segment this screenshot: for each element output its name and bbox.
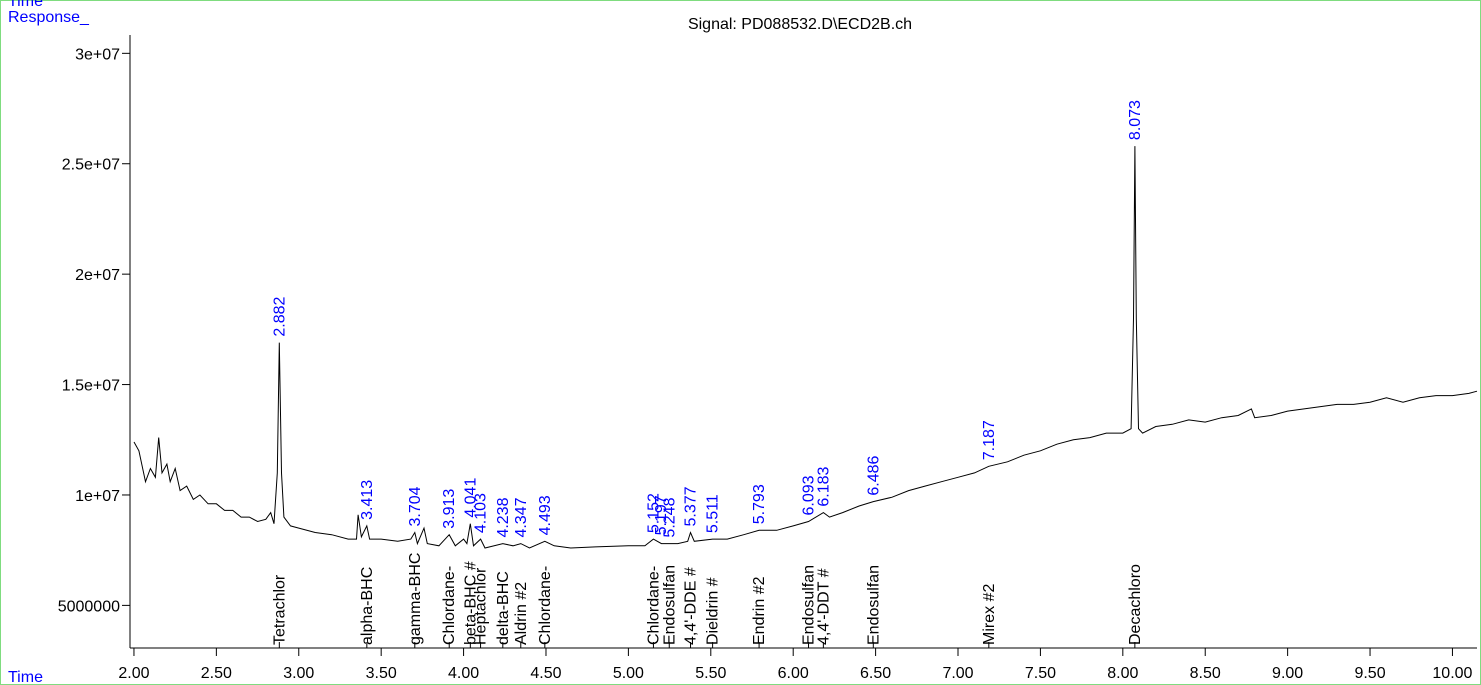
y-axis-label: Response_ <box>8 9 90 26</box>
x-tick-label: 2.00 <box>118 665 149 682</box>
y-tick-label: 2e+07 <box>75 267 120 284</box>
compound-label: Endosulfan <box>865 565 882 645</box>
peak-label: 5.197 <box>653 495 670 535</box>
peak-label: 4.238 <box>495 497 512 537</box>
compound-label: Dieldrin # <box>705 577 722 645</box>
peak-label: 8.073 <box>1127 100 1144 140</box>
compound-label: Endosulfan <box>661 565 678 645</box>
x-tick-label: 4.50 <box>530 665 561 682</box>
peak-label: 5.793 <box>751 484 768 524</box>
x-tick-label: 9.00 <box>1272 665 1303 682</box>
compound-label: gamma-BHC <box>407 553 424 645</box>
peak-label: 4.493 <box>537 495 554 535</box>
peak-label: 2.882 <box>271 296 288 336</box>
compound-label: delta-BHC <box>495 571 512 645</box>
peak-label: 5.377 <box>683 486 700 526</box>
compound-label: Aldrin #2 <box>513 582 530 645</box>
x-tick-label: 7.00 <box>942 665 973 682</box>
peak-label: 7.187 <box>981 420 998 460</box>
peak-label: 4.103 <box>473 493 490 533</box>
chart-title: Signal: PD088532.D\ECD2B.ch <box>688 16 912 33</box>
compound-label: Endosulfan <box>801 565 818 645</box>
signal-trace <box>133 146 1478 549</box>
compound-label: Endrin #2 <box>751 576 768 645</box>
compound-label: beta-BHC # <box>462 561 479 645</box>
peak-label: 5.248 <box>661 497 678 537</box>
x-tick-label: 5.50 <box>695 665 726 682</box>
compound-label: 4,4'-DDE # <box>683 567 700 645</box>
x-tick-label: 8.00 <box>1107 665 1138 682</box>
x-tick-label: 8.50 <box>1190 665 1221 682</box>
compound-label: 4,4'-DDT # <box>815 568 832 645</box>
peak-label: 5.152 <box>645 493 662 533</box>
x-tick-label: 3.50 <box>366 665 397 682</box>
y-tick-label: 5000000 <box>58 598 120 615</box>
top-label: Time <box>8 0 43 10</box>
x-tick-label: 6.50 <box>860 665 891 682</box>
peak-label: 3.704 <box>407 486 424 526</box>
y-tick-label: 2.5e+07 <box>62 157 120 174</box>
peak-label: 4.347 <box>513 497 530 537</box>
peak-label: 3.913 <box>441 489 458 529</box>
y-tick-label: 1.5e+07 <box>62 378 120 395</box>
x-tick-label: 2.50 <box>201 665 232 682</box>
compound-label: Tetrachlor <box>271 574 288 645</box>
x-tick-label: 10.00 <box>1432 665 1472 682</box>
x-tick-label: 5.00 <box>613 665 644 682</box>
compound-label: Heptachlor <box>473 567 490 645</box>
peak-label: 6.486 <box>865 455 882 495</box>
x-tick-label: 3.00 <box>283 665 314 682</box>
x-tick-label: 4.00 <box>448 665 479 682</box>
compound-label: Chlordane- <box>441 566 458 645</box>
peak-label: 4.041 <box>462 478 479 518</box>
compound-label: Mirex #2 <box>981 584 998 645</box>
peak-label: 5.511 <box>705 494 722 533</box>
y-tick-label: 1e+07 <box>75 488 120 505</box>
peak-label: 6.183 <box>815 466 832 506</box>
peak-label: 3.413 <box>359 480 376 520</box>
y-tick-label: 3e+07 <box>75 46 120 63</box>
compound-label: Decachloro <box>1127 564 1144 645</box>
x-tick-label: 7.50 <box>1025 665 1056 682</box>
x-tick-label: 6.00 <box>778 665 809 682</box>
x-axis-label: Time <box>8 669 43 685</box>
compound-label: Chlordane- <box>537 566 554 645</box>
x-tick-label: 9.50 <box>1354 665 1385 682</box>
peak-label: 6.093 <box>801 475 818 515</box>
compound-label: Chlordane- <box>645 566 662 645</box>
compound-label: alpha-BHC <box>359 567 376 645</box>
